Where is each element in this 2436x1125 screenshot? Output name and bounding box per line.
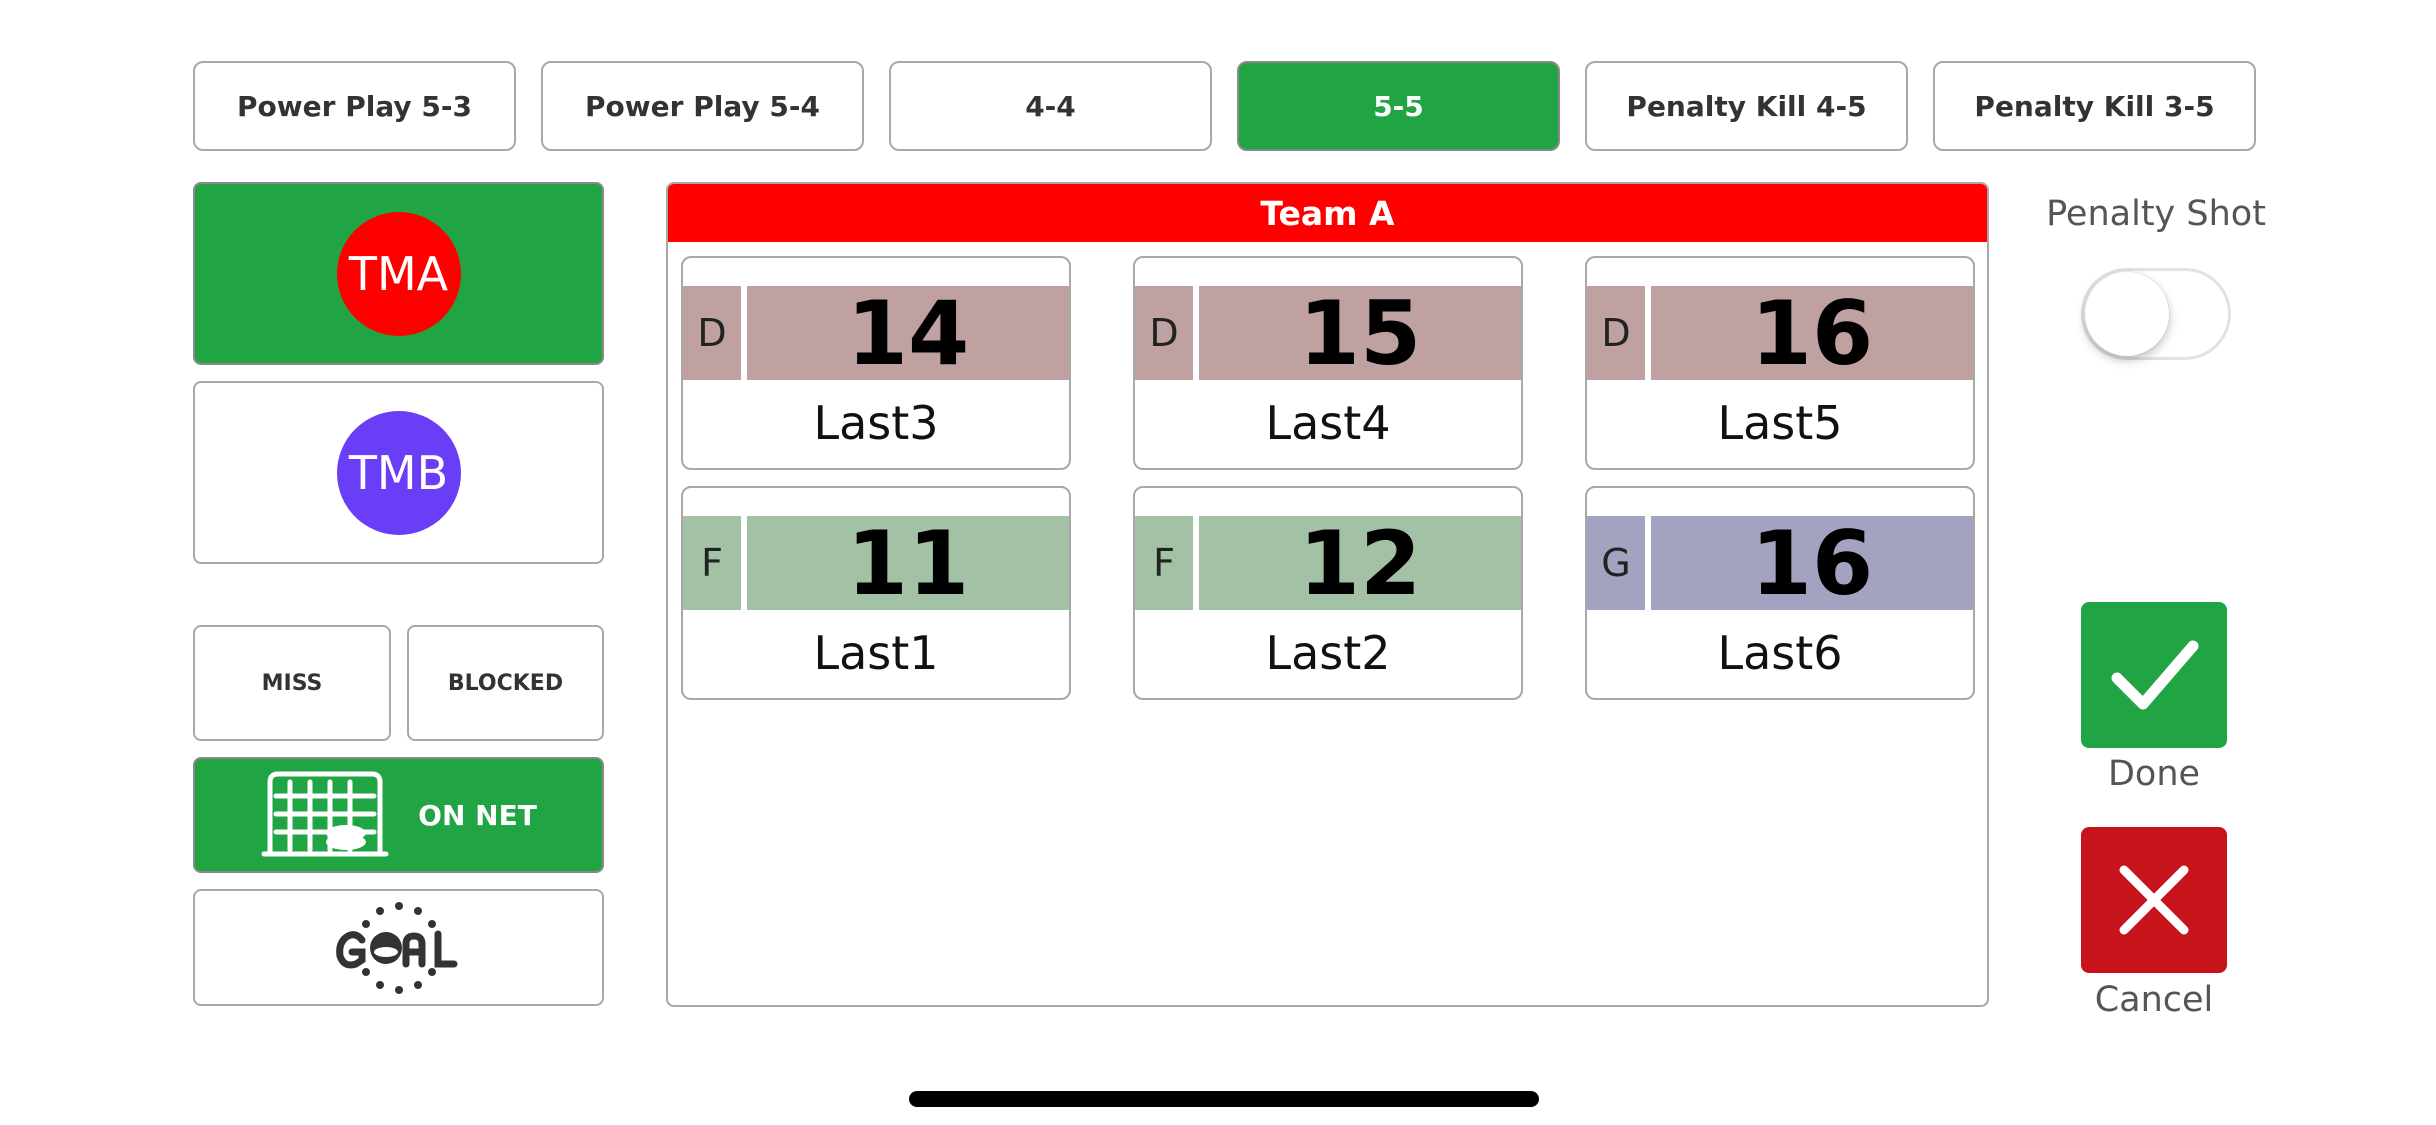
done-label: Done	[2107, 754, 2201, 794]
situation-power-play-5-4-button[interactable]: Power Play 5-4	[541, 61, 864, 151]
miss-button[interactable]: MISS	[193, 625, 391, 741]
team-b-badge: TMB	[336, 410, 461, 535]
player-number: 16	[1651, 282, 1973, 385]
player-number: 11	[747, 512, 1069, 615]
player-number: 12	[1199, 512, 1521, 615]
player-number: 16	[1651, 512, 1973, 615]
on-net-label: ON NET	[418, 798, 537, 832]
penalty-shot-label: Penalty Shot	[2046, 194, 2266, 234]
team-a-badge: TMA	[336, 211, 461, 336]
situation-power-play-5-3-button[interactable]: Power Play 5-3	[193, 61, 516, 151]
team-b-button[interactable]: TMB	[193, 381, 604, 564]
player-number: 14	[747, 282, 1069, 385]
team-roster-header: Team A	[668, 184, 1987, 242]
player-card-last1[interactable]: F 11 Last1	[681, 486, 1071, 700]
player-position: F	[1135, 516, 1193, 610]
checkmark-icon	[2111, 640, 2199, 710]
situation-penalty-kill-3-5-button[interactable]: Penalty Kill 3-5	[1933, 61, 2256, 151]
team-roster-panel: Team A D 14 Last3 D 15 Last4 D 16 Last5 …	[666, 182, 1989, 1007]
blocked-button[interactable]: BLOCKED	[407, 625, 604, 741]
player-name: Last1	[813, 626, 939, 680]
player-position: G	[1587, 516, 1645, 610]
home-indicator[interactable]	[909, 1091, 1539, 1107]
goal-logo-icon	[335, 901, 457, 994]
penalty-shot-toggle[interactable]	[2081, 268, 2231, 360]
player-card-last5[interactable]: D 16 Last5	[1585, 256, 1975, 470]
player-name: Last6	[1717, 626, 1843, 680]
team-a-button[interactable]: TMA	[193, 182, 604, 365]
player-position: D	[1587, 286, 1645, 380]
player-name: Last3	[813, 396, 939, 450]
done-button[interactable]	[2081, 602, 2227, 748]
player-name: Last4	[1265, 396, 1391, 450]
goal-button[interactable]	[193, 889, 604, 1006]
player-position: D	[683, 286, 741, 380]
situation-4-4-button[interactable]: 4-4	[889, 61, 1212, 151]
player-card-last3[interactable]: D 14 Last3	[681, 256, 1071, 470]
player-number: 15	[1199, 282, 1521, 385]
situation-penalty-kill-4-5-button[interactable]: Penalty Kill 4-5	[1585, 61, 1908, 151]
player-name: Last2	[1265, 626, 1391, 680]
player-card-last6[interactable]: G 16 Last6	[1585, 486, 1975, 700]
cancel-button[interactable]	[2081, 827, 2227, 973]
player-card-last4[interactable]: D 15 Last4	[1133, 256, 1523, 470]
close-icon	[2119, 865, 2189, 935]
situation-5-5-button[interactable]: 5-5	[1237, 61, 1560, 151]
player-position: D	[1135, 286, 1193, 380]
on-net-button[interactable]: ON NET	[193, 757, 604, 873]
player-position: F	[683, 516, 741, 610]
goal-net-icon	[261, 771, 389, 857]
cancel-label: Cancel	[2094, 980, 2214, 1020]
toggle-knob	[2085, 272, 2169, 356]
player-name: Last5	[1717, 396, 1843, 450]
player-card-last2[interactable]: F 12 Last2	[1133, 486, 1523, 700]
